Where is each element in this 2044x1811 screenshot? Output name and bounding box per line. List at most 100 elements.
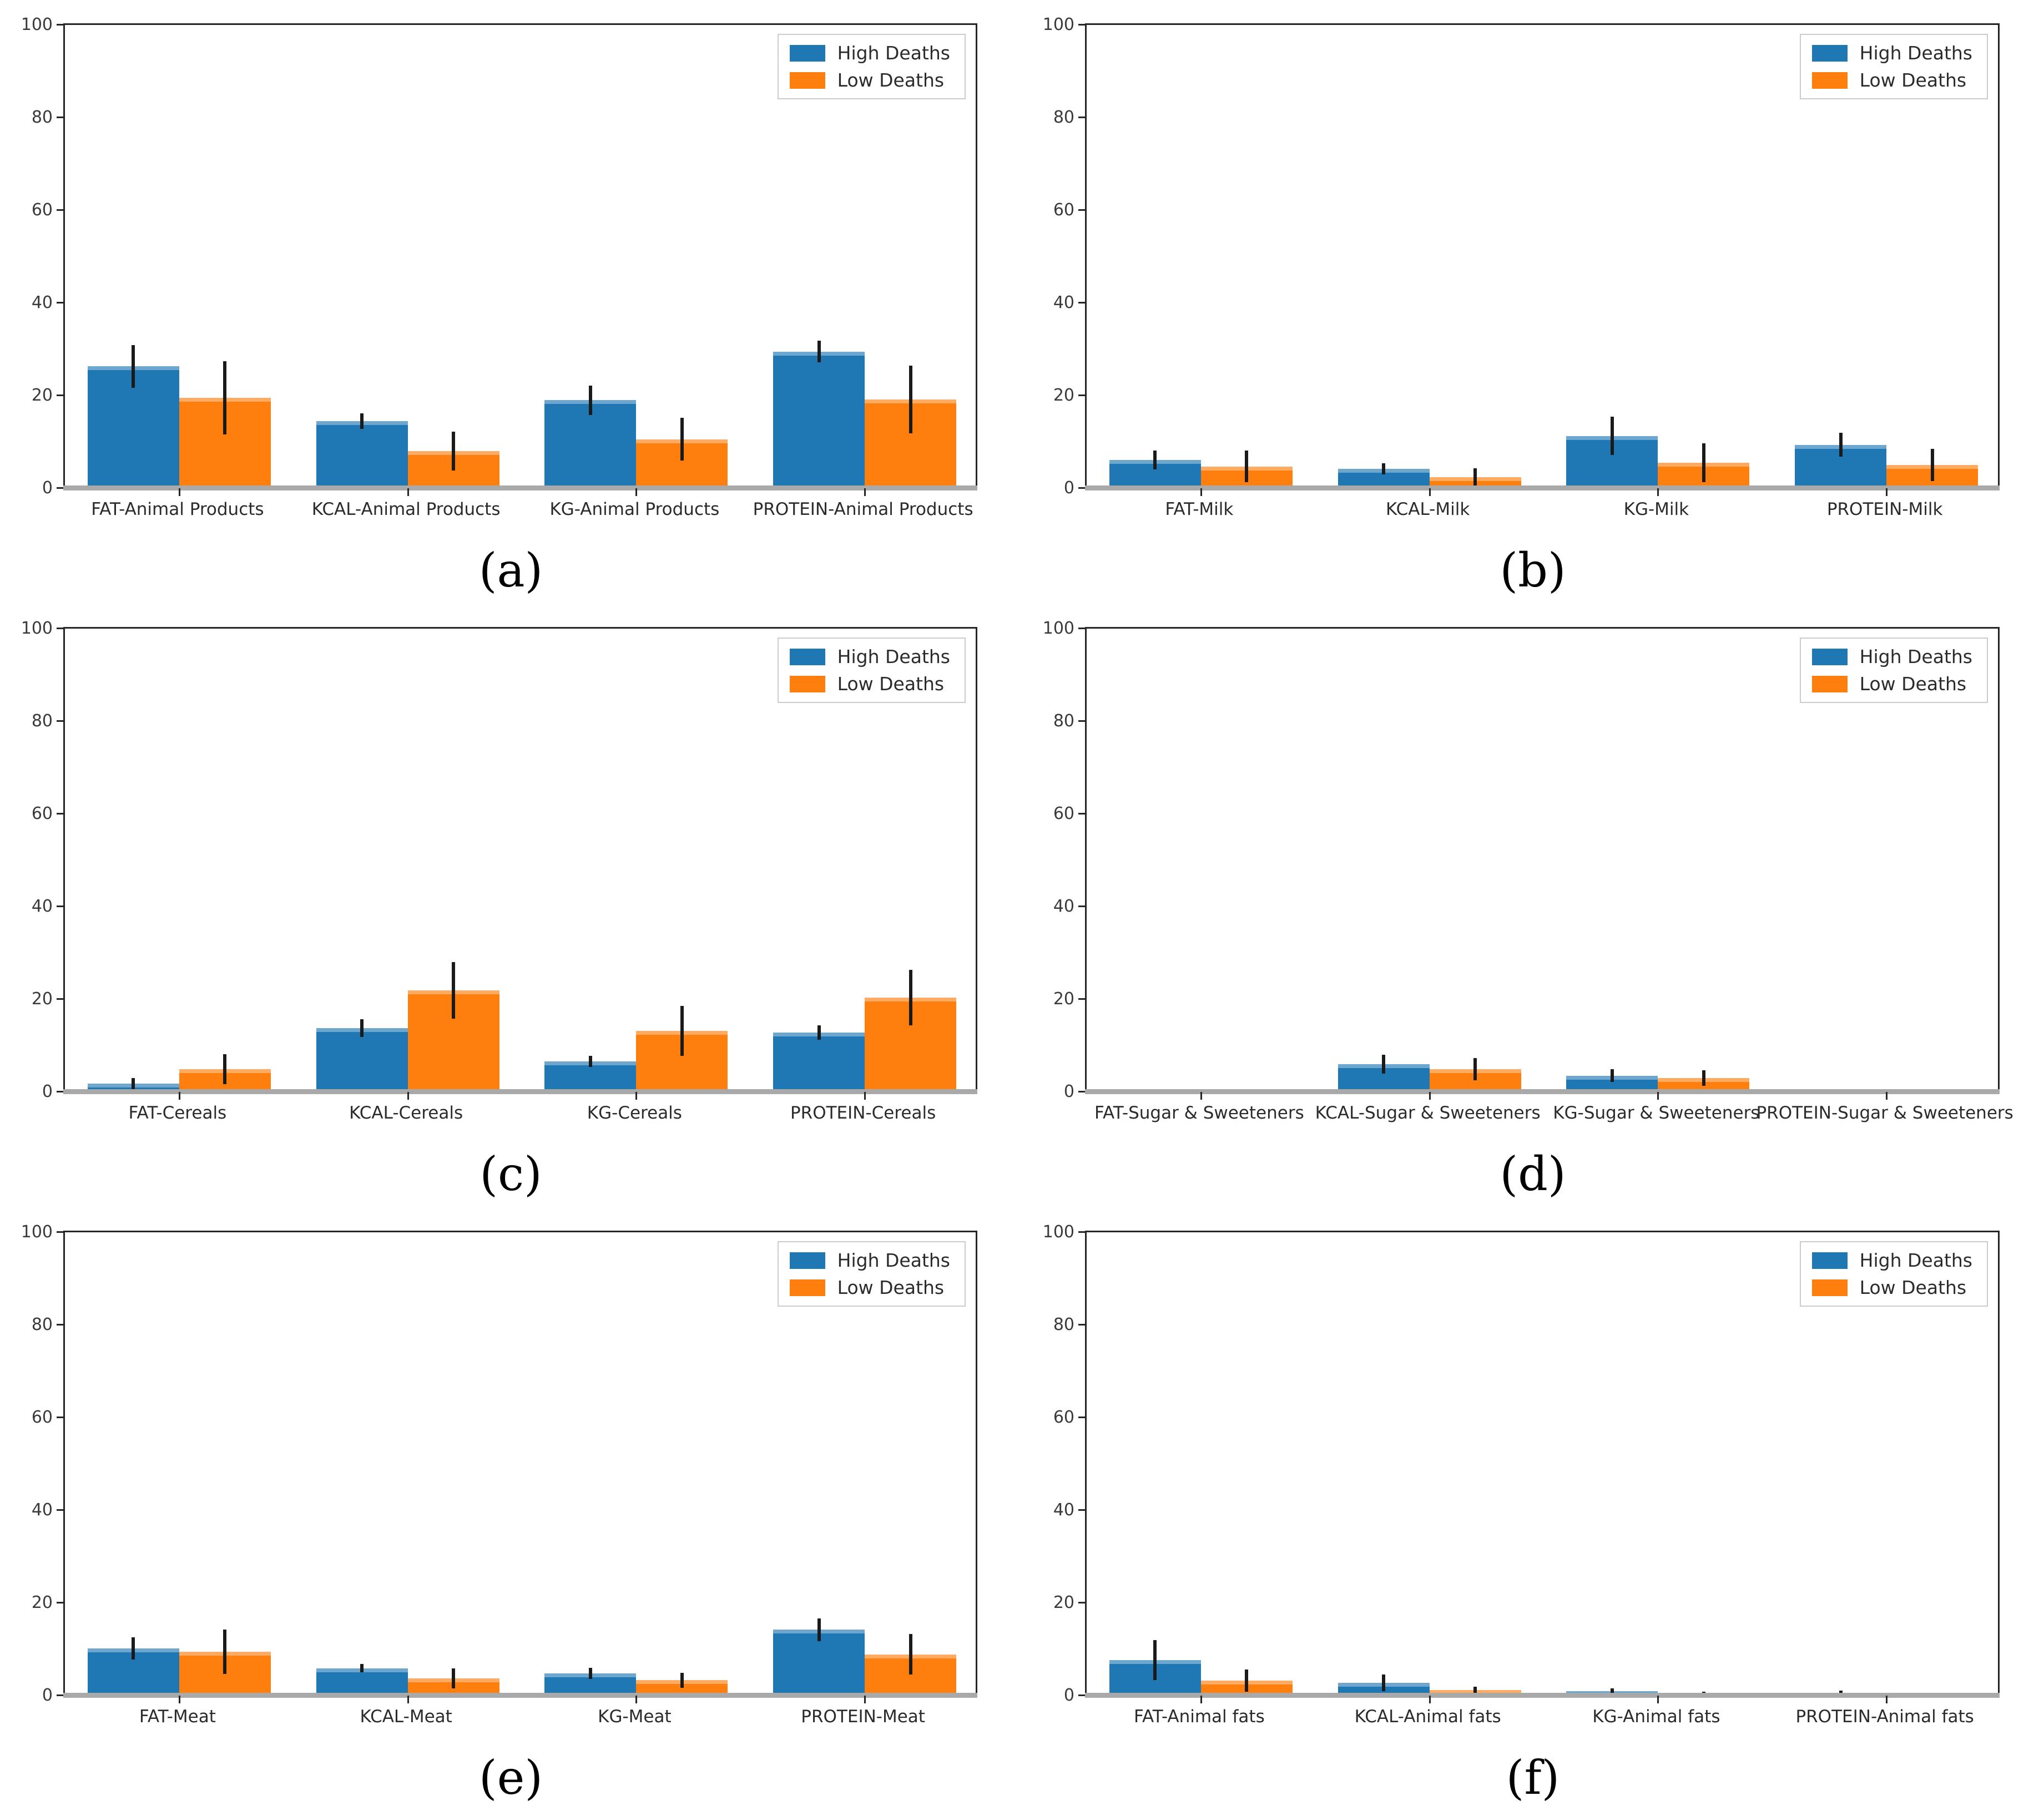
- x-tick-mark: [635, 488, 638, 496]
- error-bar: [1473, 1058, 1477, 1081]
- x-tick-mark: [1200, 1092, 1202, 1100]
- y-tick-mark: [57, 302, 65, 303]
- error-bar: [1382, 463, 1386, 474]
- panel-caption: (f): [1506, 1751, 1560, 1805]
- y-tick-mark: [57, 1231, 65, 1233]
- y-tick-mark: [1078, 209, 1087, 211]
- legend-swatch-high-deaths-icon: [1811, 1252, 1848, 1269]
- plot-area: High Deaths Low Deaths 0 20 40 60 80 100: [1043, 619, 2000, 1101]
- legend-swatch-high-deaths-icon: [1811, 44, 1848, 62]
- legend-item-low-deaths: Low Deaths: [1811, 69, 1972, 91]
- error-bar: [1610, 417, 1614, 455]
- error-bar: [1930, 449, 1934, 482]
- y-tick-label: 0: [42, 1082, 53, 1101]
- y-tick-mark: [57, 720, 65, 722]
- error-bar: [1702, 1070, 1705, 1086]
- y-tick-label: 100: [1042, 1222, 1074, 1242]
- legend-item-low-deaths: Low Deaths: [789, 675, 950, 693]
- x-tick-label: KG-Animal fats: [1592, 1707, 1720, 1727]
- error-bar: [132, 345, 135, 388]
- y-tick-label: 20: [31, 989, 53, 1009]
- y-tick-mark: [1078, 394, 1087, 396]
- legend-label-low-deaths: Low Deaths: [1859, 69, 1967, 91]
- panel-caption: (d): [1500, 1147, 1566, 1201]
- error-bar: [1610, 1688, 1614, 1694]
- x-tick-label: KG-Animal Products: [549, 499, 720, 519]
- x-axis-line: [1085, 1693, 2000, 1698]
- legend-item-low-deaths: Low Deaths: [1811, 1278, 1972, 1297]
- legend-item-low-deaths: Low Deaths: [1811, 675, 1972, 693]
- y-tick-label: 100: [21, 1222, 53, 1242]
- panel-f: High Deaths Low Deaths 0 20 40 60 80 100 FAT-…: [1022, 1207, 2044, 1811]
- y-tick-label: 60: [1053, 200, 1074, 220]
- x-tick-label: PROTEIN-Milk: [1826, 499, 1943, 519]
- x-tick-mark: [1886, 488, 1888, 496]
- y-tick-label: 20: [1053, 989, 1074, 1009]
- legend-swatch-low-deaths-icon: [789, 72, 825, 89]
- x-tick-labels: FAT-Animal Products KCAL-Animal Products K…: [63, 494, 977, 530]
- x-tick-mark: [407, 1696, 409, 1703]
- x-tick-labels: FAT-Animal fats KCAL-Animal fats KG-Animal…: [1085, 1701, 2000, 1738]
- error-bar: [452, 432, 456, 471]
- y-tick-label: 0: [1063, 478, 1074, 498]
- error-bar: [132, 1637, 135, 1660]
- x-tick-label: KCAL-Animal Products: [311, 499, 501, 519]
- x-tick-label: KG-Sugar & Sweeteners: [1553, 1103, 1760, 1123]
- panel-b: High Deaths Low Deaths 0 20 40 60 80 100 FAT-…: [1022, 0, 2044, 604]
- plot-area: High Deaths Low Deaths 0 20 40 60 80 100: [21, 1223, 977, 1705]
- error-bar: [223, 1054, 227, 1084]
- y-tick-label: 40: [31, 293, 53, 312]
- x-tick-label: FAT-Cereals: [128, 1103, 227, 1123]
- y-tick-mark: [57, 813, 65, 815]
- error-bar: [223, 361, 227, 435]
- y-tick-label: 100: [1042, 15, 1074, 34]
- x-tick-label: KCAL-Cereals: [349, 1103, 463, 1123]
- legend-item-high-deaths: High Deaths: [1811, 647, 1972, 666]
- panel-e: High Deaths Low Deaths 0 20 40 60 80 100 FAT-…: [0, 1207, 1022, 1811]
- legend-item-high-deaths: High Deaths: [1811, 44, 1972, 62]
- error-bar: [1610, 1069, 1614, 1082]
- y-tick-label: 80: [1053, 108, 1074, 127]
- legend-swatch-low-deaths-icon: [1811, 1279, 1848, 1296]
- x-tick-mark: [1200, 488, 1202, 496]
- error-bar: [452, 962, 456, 1019]
- y-tick-label: 0: [1063, 1686, 1074, 1705]
- y-tick-mark: [1078, 906, 1087, 907]
- x-tick-label: PROTEIN-Animal Products: [753, 499, 973, 519]
- error-bar: [588, 385, 592, 416]
- x-axis-line: [63, 485, 977, 490]
- y-tick-mark: [1078, 1231, 1087, 1233]
- plot-area: High Deaths Low Deaths 0 20 40 60 80 100: [21, 16, 977, 498]
- x-tick-labels: FAT-Cereals KCAL-Cereals KG-Cereals PROTEIN…: [63, 1097, 977, 1134]
- error-bar: [1382, 1674, 1386, 1691]
- x-tick-label: FAT-Animal Products: [91, 499, 264, 519]
- error-bar: [1473, 468, 1477, 486]
- y-tick-mark: [57, 487, 65, 489]
- y-tick-mark: [57, 1091, 65, 1092]
- legend-swatch-low-deaths-icon: [1811, 675, 1848, 692]
- y-tick-mark: [1078, 1417, 1087, 1418]
- x-tick-mark: [1200, 1696, 1202, 1703]
- error-bar: [1153, 1640, 1157, 1680]
- legend: High Deaths Low Deaths: [1799, 34, 1988, 99]
- error-bar: [680, 418, 684, 461]
- panel-caption: (e): [478, 1751, 543, 1805]
- x-tick-mark: [864, 1092, 866, 1100]
- x-tick-mark: [1886, 1092, 1888, 1100]
- panel-caption: (b): [1500, 543, 1566, 598]
- legend-item-high-deaths: High Deaths: [789, 647, 950, 666]
- y-tick-label: 100: [21, 15, 53, 34]
- y-tick-label: 40: [31, 897, 53, 916]
- y-tick-label: 20: [1053, 386, 1074, 405]
- panel-a: High Deaths Low Deaths 0 20 40 60 80 100 FAT-…: [0, 0, 1022, 604]
- x-tick-label: KG-Milk: [1623, 499, 1689, 519]
- x-tick-mark: [407, 488, 409, 496]
- x-tick-mark: [1886, 1696, 1888, 1703]
- error-bar: [680, 1673, 684, 1688]
- error-bar: [360, 1664, 364, 1673]
- panel-caption: (a): [478, 543, 543, 598]
- plot-area: High Deaths Low Deaths 0 20 40 60 80 100: [1043, 16, 2000, 498]
- x-tick-label: KCAL-Sugar & Sweeteners: [1315, 1103, 1541, 1123]
- chart-animal-fats: High Deaths Low Deaths 0 20 40 60 80 100 FAT-…: [1022, 1223, 2044, 1738]
